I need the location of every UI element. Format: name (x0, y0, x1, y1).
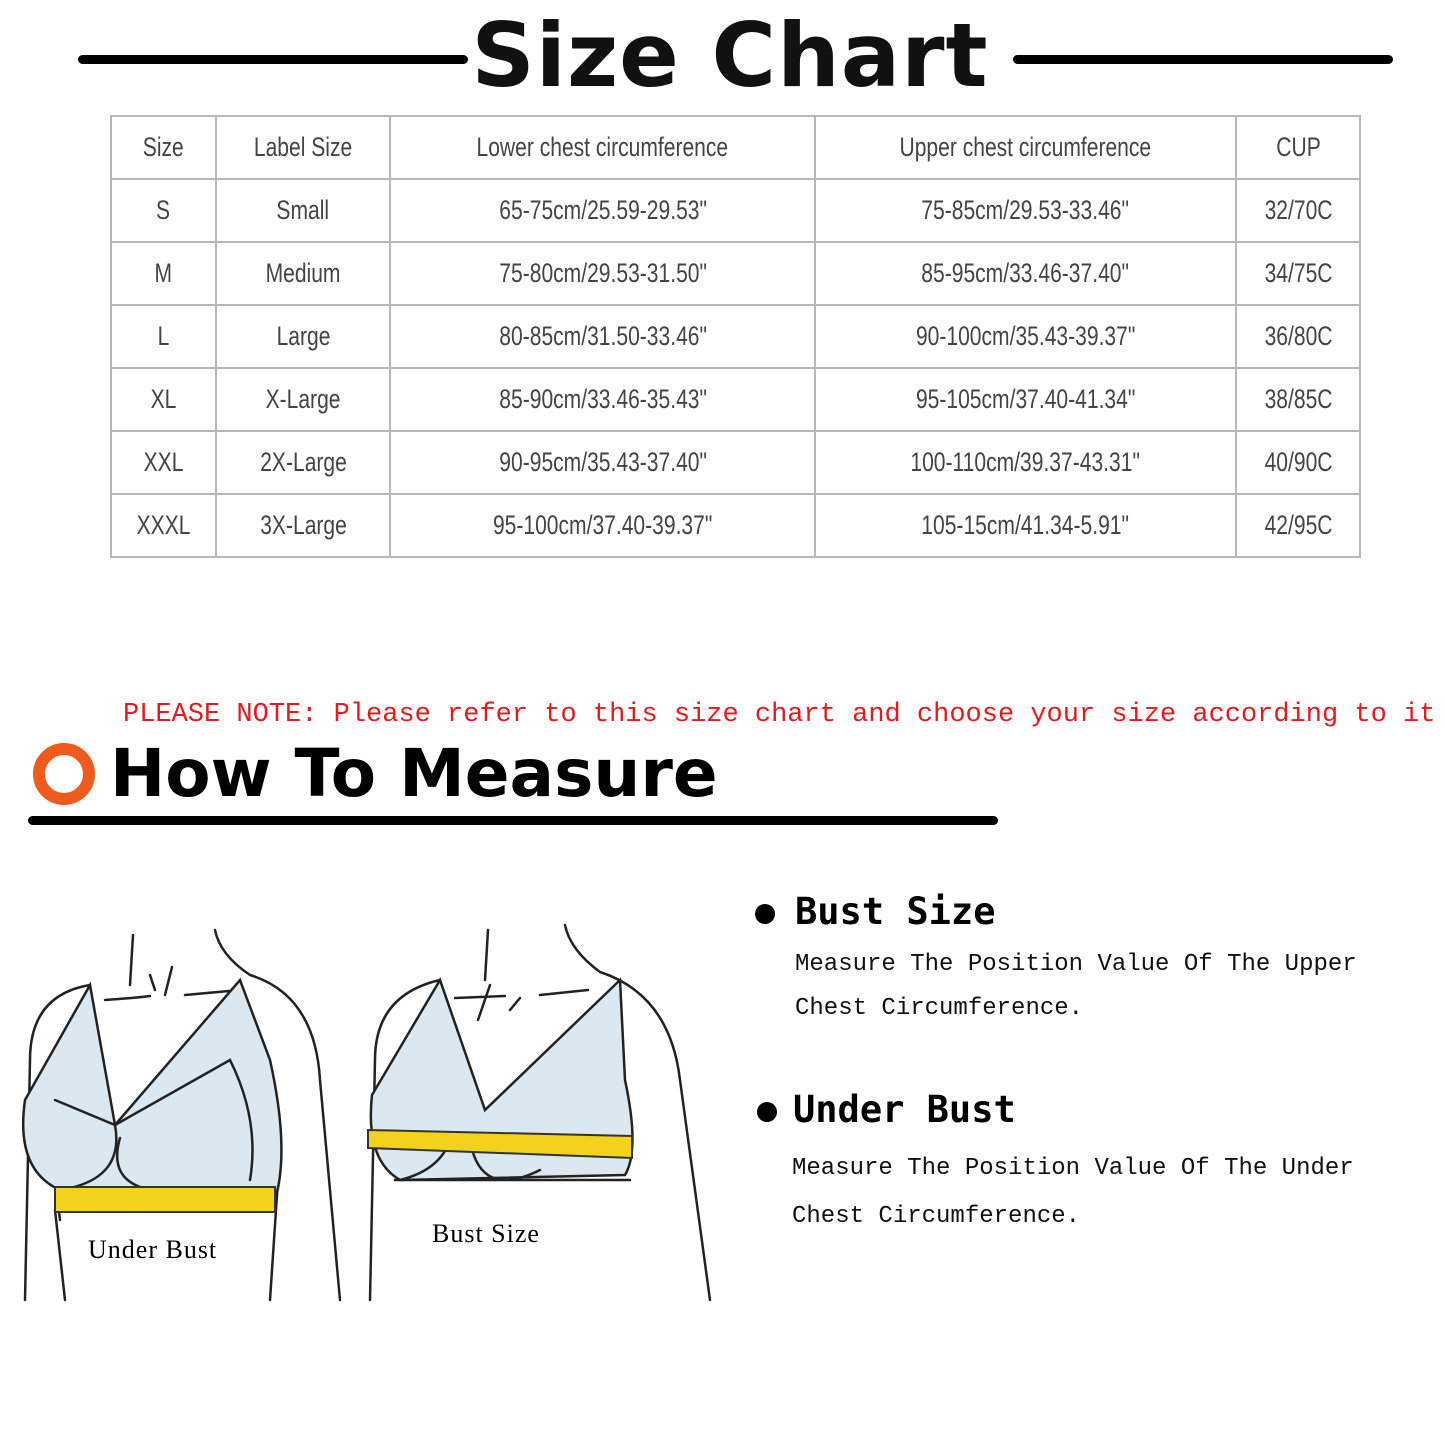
table-cell: M (110, 241, 217, 306)
cell-text: 34/75C (1264, 258, 1333, 288)
cell-text: 100-110cm/39.37-43.31" (910, 447, 1141, 477)
cell-text: 2X-Large (259, 447, 347, 477)
cell-text: 32/70C (1264, 195, 1333, 225)
table-cell: 105-15cm/41.34-5.91" (813, 493, 1238, 558)
table-row: XXL 2X-Large 90-95cm/35.43-37.40" 100-110cm… (110, 430, 1361, 495)
under-bust-description: Measure The Position Value Of The Under … (792, 1155, 1354, 1230)
cell-text: L (157, 321, 170, 351)
column-header-text: Size (142, 132, 184, 162)
table-row: M Medium 75-80cm/29.53-31.50" 85-95cm/33.46… (110, 241, 1361, 306)
cell-text: 85-95cm/33.46-37.40" (921, 258, 1130, 288)
table-cell: 2X-Large (214, 430, 392, 495)
table-cell: XXXL (110, 493, 217, 558)
cell-text: 38/85C (1264, 384, 1333, 414)
cell-text: 90-95cm/35.43-37.40" (498, 447, 707, 477)
column-header: Upper chest circumference (813, 115, 1238, 180)
right-bra (369, 977, 634, 1182)
title-rule-left (78, 55, 468, 64)
cell-text: Medium (265, 258, 341, 288)
table-cell: XL (110, 367, 217, 432)
cell-text: 105-15cm/41.34-5.91" (921, 510, 1130, 540)
table-cell: Small (214, 178, 392, 243)
table-cell: 100-110cm/39.37-43.31" (813, 430, 1238, 495)
title-rule-right (1013, 55, 1393, 64)
table-cell: Large (214, 304, 392, 369)
column-header-text: CUP (1275, 132, 1321, 162)
table-cell: 40/90C (1235, 430, 1361, 495)
table-cell: 95-105cm/37.40-41.34" (813, 367, 1238, 432)
cell-text: XL (150, 384, 177, 414)
table-cell: 85-90cm/33.46-35.43" (389, 367, 816, 432)
cell-text: XXL (143, 447, 184, 477)
cell-text: 85-90cm/33.46-35.43" (498, 384, 707, 414)
table-row: XL X-Large 85-90cm/33.46-35.43" 95-105cm/37… (110, 367, 1361, 432)
table-row: S Small 65-75cm/25.59-29.53" 75-85cm/29.53-… (110, 178, 1361, 243)
table-cell: 80-85cm/31.50-33.46" (389, 304, 816, 369)
table-cell: 85-95cm/33.46-37.40" (813, 241, 1238, 306)
table-cell: 65-75cm/25.59-29.53" (389, 178, 816, 243)
cell-text: 3X-Large (259, 510, 347, 540)
table-cell: 90-95cm/35.43-37.40" (389, 430, 816, 495)
table-cell: 90-100cm/35.43-39.37" (813, 304, 1238, 369)
bullet-icon (757, 1102, 777, 1122)
table-cell: L (110, 304, 217, 369)
cell-text: 95-100cm/37.40-39.37" (492, 510, 713, 540)
cell-text: 42/95C (1264, 510, 1333, 540)
cell-text: 65-75cm/25.59-29.53" (498, 195, 707, 225)
cell-text: 36/80C (1264, 321, 1333, 351)
please-note: PLEASE NOTE: Please refer to this size c… (123, 700, 1436, 730)
cell-text: 75-85cm/29.53-33.46" (921, 195, 1130, 225)
table-cell: X-Large (214, 367, 392, 432)
column-header-text: Upper chest circumference (899, 132, 1152, 162)
size-table: Size Label Size Lower chest circumference U… (110, 115, 1361, 558)
cell-text: Large (276, 321, 331, 351)
table-cell: XXL (110, 430, 217, 495)
column-header-text: Label Size (253, 132, 353, 162)
table-cell: 3X-Large (214, 493, 392, 558)
bust-size-heading: Bust Size (795, 890, 996, 933)
how-to-measure-title: How To Measure (110, 735, 718, 812)
measure-illustration: Under Bust Bust Size (21, 923, 712, 1302)
cell-text: S (156, 195, 171, 225)
bullet-icon (755, 904, 775, 924)
table-cell: 75-85cm/29.53-33.46" (813, 178, 1238, 243)
cell-text: 95-105cm/37.40-41.34" (915, 384, 1136, 414)
measure-underline (28, 816, 998, 825)
table-row: XXXL 3X-Large 95-100cm/37.40-39.37" 105-15c… (110, 493, 1361, 558)
column-header: Lower chest circumference (389, 115, 816, 180)
table-cell: 38/85C (1235, 367, 1361, 432)
table-cell: 36/80C (1235, 304, 1361, 369)
column-header: Size (110, 115, 217, 180)
column-header: Label Size (214, 115, 392, 180)
right-tape (367, 1128, 633, 1160)
column-header-text: Lower chest circumference (476, 132, 729, 162)
page-title: Size Chart (471, 4, 989, 107)
bust-size-description: Measure The Position Value Of The Upper … (795, 951, 1357, 1022)
cell-text: 75-80cm/29.53-31.50" (498, 258, 707, 288)
table-cell: S (110, 178, 217, 243)
ring-icon (33, 743, 95, 805)
table-cell: 75-80cm/29.53-31.50" (389, 241, 816, 306)
table-cell: Medium (214, 241, 392, 306)
cell-text: 40/90C (1264, 447, 1333, 477)
under-bust-heading: Under Bust (793, 1088, 1016, 1131)
left-tape (54, 1186, 276, 1213)
table-cell: 34/75C (1235, 241, 1361, 306)
cell-text: M (154, 258, 173, 288)
cell-text: 80-85cm/31.50-33.46" (498, 321, 707, 351)
table-cell: 95-100cm/37.40-39.37" (389, 493, 816, 558)
table-header-row: Size Label Size Lower chest circumference U… (110, 115, 1361, 180)
under-bust-label: Under Bust (88, 1235, 217, 1264)
cell-text: Small (276, 195, 330, 225)
table-cell: 32/70C (1235, 178, 1361, 243)
bust-size-label: Bust Size (432, 1219, 540, 1248)
table-cell: 42/95C (1235, 493, 1361, 558)
cell-text: X-Large (265, 384, 341, 414)
cell-text: XXXL (136, 510, 191, 540)
cell-text: 90-100cm/35.43-39.37" (915, 321, 1136, 351)
table-row: L Large 80-85cm/31.50-33.46" 90-100cm/35.43… (110, 304, 1361, 369)
column-header: CUP (1235, 115, 1361, 180)
